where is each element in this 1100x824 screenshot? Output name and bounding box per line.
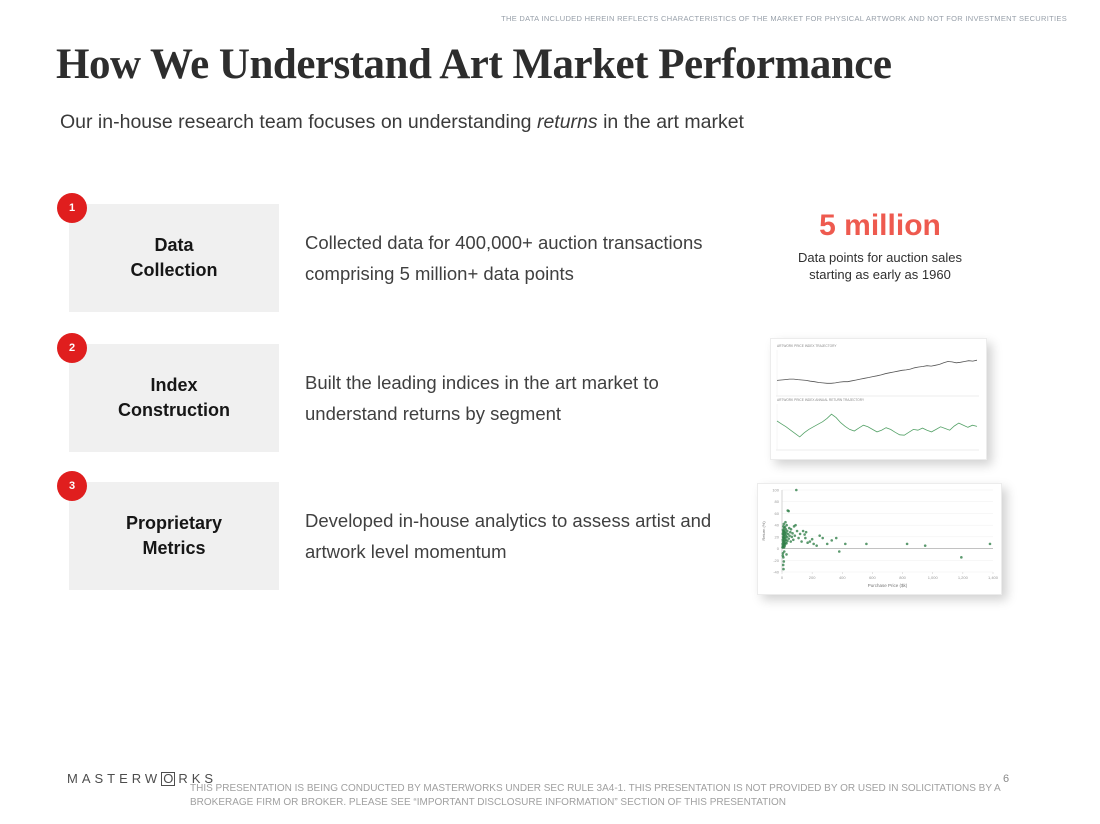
step-description: Developed in-house analytics to assess a…: [305, 510, 712, 562]
stat-caption-line: starting as early as 1960: [809, 267, 951, 282]
svg-text:1,000: 1,000: [928, 575, 939, 580]
svg-text:-40: -40: [773, 570, 780, 575]
step-number-badge: 3: [57, 471, 87, 501]
svg-text:ARTWORK PRICE INDEX TRAJECTORY: ARTWORK PRICE INDEX TRAJECTORY: [777, 344, 837, 348]
svg-text:1,400: 1,400: [988, 575, 999, 580]
svg-text:0: 0: [781, 575, 784, 580]
svg-text:-20: -20: [773, 558, 780, 563]
step-label-line: Construction: [118, 400, 230, 420]
stat-block: 5 million Data points for auction sales …: [768, 208, 992, 283]
svg-text:0: 0: [777, 546, 780, 551]
stat-caption-line: Data points for auction sales: [797, 250, 963, 265]
footer-disclaimer: THIS PRESENTATION IS BEING CONDUCTED BY …: [190, 783, 1001, 808]
step-label-line: Proprietary: [125, 513, 223, 533]
index-line-charts: ARTWORK PRICE INDEX TRAJECTORY ARTWORK PR…: [776, 344, 979, 451]
step-description: Built the leading indices in the art mar…: [305, 372, 659, 424]
page-title: How We Understand Art Market Performance: [56, 41, 892, 88]
page-number: 6: [1003, 773, 1010, 785]
svg-text:20: 20: [775, 534, 780, 539]
scatter-plot-thumbnail: -40 -20 0 20 40 60 80 100 0 200 400 600 800 1,000 1,20…: [757, 483, 1002, 595]
step-number-badge: 1: [57, 193, 87, 223]
step-label-line: Data: [154, 235, 194, 255]
stat-value: 5 million: [819, 209, 941, 242]
step-label-line: Metrics: [142, 538, 206, 558]
subtitle-text: in the art market: [597, 111, 744, 133]
step-row-data-collection: 1 Data Collection Collected data for 400…: [57, 193, 757, 314]
svg-text:Return (%): Return (%): [761, 521, 766, 541]
step-label-box: Index Construction: [69, 344, 279, 452]
stat-caption: Data points for auction sales starting a…: [768, 249, 992, 283]
subtitle-italic-word: returns: [536, 111, 598, 133]
compliance-disclaimer: THE DATA INCLUDED HEREIN REFLECTS CHARAC…: [501, 14, 1067, 23]
step-row-proprietary-metrics: 3 Proprietary Metrics Developed in-house…: [57, 471, 757, 592]
svg-text:100: 100: [772, 488, 779, 493]
logo-text: RKS: [178, 771, 218, 786]
subtitle-text: Our in-house research team focuses on un…: [60, 111, 537, 133]
step-label-line: Collection: [130, 260, 218, 280]
momentum-scatter-plot: -40 -20 0 20 40 60 80 100 0 200 400 600 800 1,000 1,20…: [761, 488, 999, 589]
step-row-index-construction: 2 Index Construction Built the leading i…: [57, 333, 757, 454]
index-chart-thumbnail: ARTWORK PRICE INDEX TRAJECTORY ARTWORK PR…: [770, 338, 987, 460]
svg-text:200: 200: [809, 575, 816, 580]
subtitle: Our in-house research team focuses on un…: [60, 111, 744, 134]
svg-text:40: 40: [775, 523, 780, 528]
step-number-badge: 2: [57, 333, 87, 363]
step-description: Collected data for 400,000+ auction tran…: [305, 232, 703, 284]
svg-text:Purchase Price ($k): Purchase Price ($k): [868, 583, 908, 588]
step-label-box: Data Collection: [69, 204, 279, 312]
svg-text:80: 80: [775, 499, 780, 504]
svg-text:400: 400: [839, 575, 846, 580]
step-label-line: Index: [150, 375, 198, 395]
logo-text: MASTERW: [67, 771, 162, 786]
svg-text:800: 800: [899, 575, 906, 580]
svg-text:600: 600: [869, 575, 876, 580]
svg-text:ARTWORK PRICE INDEX ANNUAL RET: ARTWORK PRICE INDEX ANNUAL RETURN TRAJEC…: [777, 398, 865, 402]
step-label-box: Proprietary Metrics: [69, 482, 279, 590]
masterworks-logo: MASTERW O RKS: [67, 771, 217, 786]
logo-o-mark: O: [161, 771, 176, 786]
svg-text:60: 60: [775, 511, 780, 516]
svg-text:1,200: 1,200: [958, 575, 969, 580]
